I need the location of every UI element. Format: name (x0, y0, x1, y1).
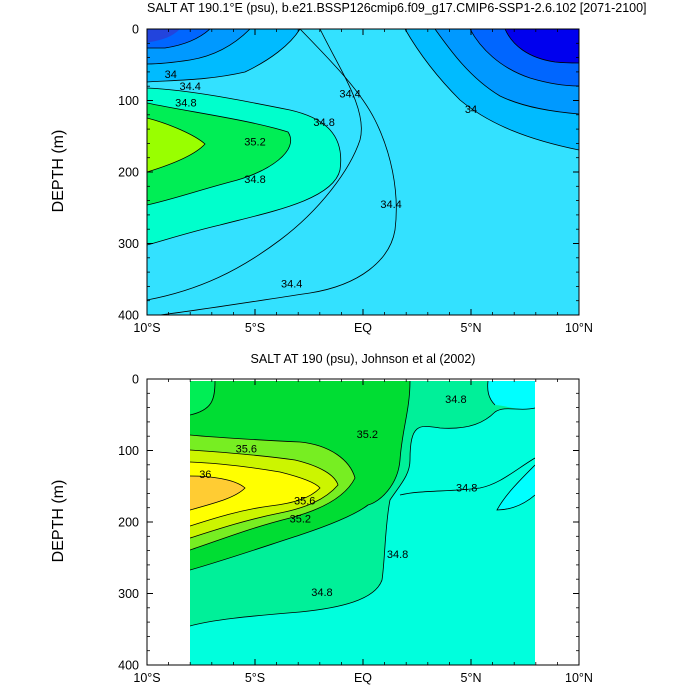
top-fill-35.2-35.6 (147, 103, 291, 205)
bottom-x-tick-label: 5°S (245, 671, 265, 685)
top-contour-label: 34 (465, 104, 477, 116)
bottom-chart-title: SALT AT 190 (psu), Johnson et al (2002) (250, 352, 476, 366)
bottom-contour-label: 35.6 (236, 443, 257, 455)
bottom-contour-label: 34.8 (387, 549, 408, 561)
top-contour-lines (147, 29, 579, 315)
top-contour-label: 34.8 (175, 98, 196, 110)
bottom-fill-west-surface (190, 381, 215, 415)
top-contour-label: 34.8 (244, 174, 265, 186)
bottom-contour-plot: 36 35.6 35.6 35.2 35.2 34.8 34.8 34.8 34.8 10°S 5… (118, 373, 593, 686)
bottom-contour-lines (190, 381, 535, 627)
bottom-axes: 10°S 5°S EQ 5°N 10°N 0 100 200 300 400 (118, 373, 593, 686)
bottom-fill-36 (190, 462, 320, 526)
top-contour-fills (147, 29, 579, 315)
bottom-y-tick-label: 300 (118, 587, 139, 601)
bottom-contour-label: 36 (199, 469, 211, 481)
bottom-y-tick-label: 200 (118, 516, 139, 530)
top-contour-label: 34.4 (281, 279, 302, 291)
top-fill-35.6-36 (147, 118, 205, 172)
top-axes: 10°S 5°S EQ 5°N 10°N 0 100 200 300 400 (118, 23, 593, 336)
bottom-fill-east-34-34.4b (497, 465, 535, 510)
top-x-tick-label: 5°S (245, 321, 265, 335)
bottom-fill-east-34-34.4 (487, 381, 535, 410)
top-chart-title: SALT AT 190.1°E (psu), b.e21.BSSP126cmip… (147, 1, 647, 15)
top-y-tick-label: 0 (132, 23, 139, 37)
top-contour-label: 34.8 (313, 117, 334, 129)
top-contour-label: 34.4 (380, 199, 401, 211)
bottom-y-tick-label: 100 (118, 444, 139, 458)
bottom-y-tick-label: 400 (118, 659, 139, 673)
bottom-contour-label: 34.8 (445, 394, 466, 406)
bottom-contour-label: 34.8 (456, 483, 477, 495)
top-x-tick-label: 10°S (133, 321, 160, 335)
top-x-tick-label: EQ (354, 321, 372, 335)
bottom-contour-labels: 36 35.6 35.6 35.2 35.2 34.8 34.8 34.8 34.8 (199, 394, 477, 599)
bottom-contour-fills (190, 381, 535, 665)
bottom-x-tick-label: 10°N (565, 671, 593, 685)
top-contour-label: 34.4 (179, 81, 200, 93)
bottom-fill-36.4 (190, 476, 245, 510)
bottom-contour-label: 35.6 (294, 496, 315, 508)
bottom-x-tick-label: 5°N (461, 671, 482, 685)
bottom-x-tick-label: EQ (354, 671, 372, 685)
bottom-panel: SALT AT 190 (psu), Johnson et al (2002) … (0, 350, 700, 700)
top-fill-33.0-33.2 (147, 29, 180, 42)
bottom-y-tick-label: 0 (132, 373, 139, 387)
top-contour-label: 34.4 (339, 88, 360, 100)
top-contour-label: 34 (165, 69, 177, 81)
top-y-tick-label: 200 (118, 166, 139, 180)
top-x-tick-label: 10°N (565, 321, 593, 335)
top-contour-label: 35.2 (244, 136, 265, 148)
top-panel: SALT AT 190.1°E (psu), b.e21.BSSP126cmip… (50, 1, 647, 336)
top-y-tick-label: 300 (118, 237, 139, 251)
top-y-tick-label: 400 (118, 309, 139, 323)
top-x-tick-label: 5°N (461, 321, 482, 335)
bottom-contour-label: 35.2 (290, 513, 311, 525)
bottom-x-tick-label: 10°S (133, 671, 160, 685)
bottom-contour-label: 34.8 (311, 587, 332, 599)
top-fill-east-darkest (505, 29, 579, 63)
top-y-tick-label: 100 (118, 94, 139, 108)
bottom-contour-label: 35.2 (357, 429, 378, 441)
